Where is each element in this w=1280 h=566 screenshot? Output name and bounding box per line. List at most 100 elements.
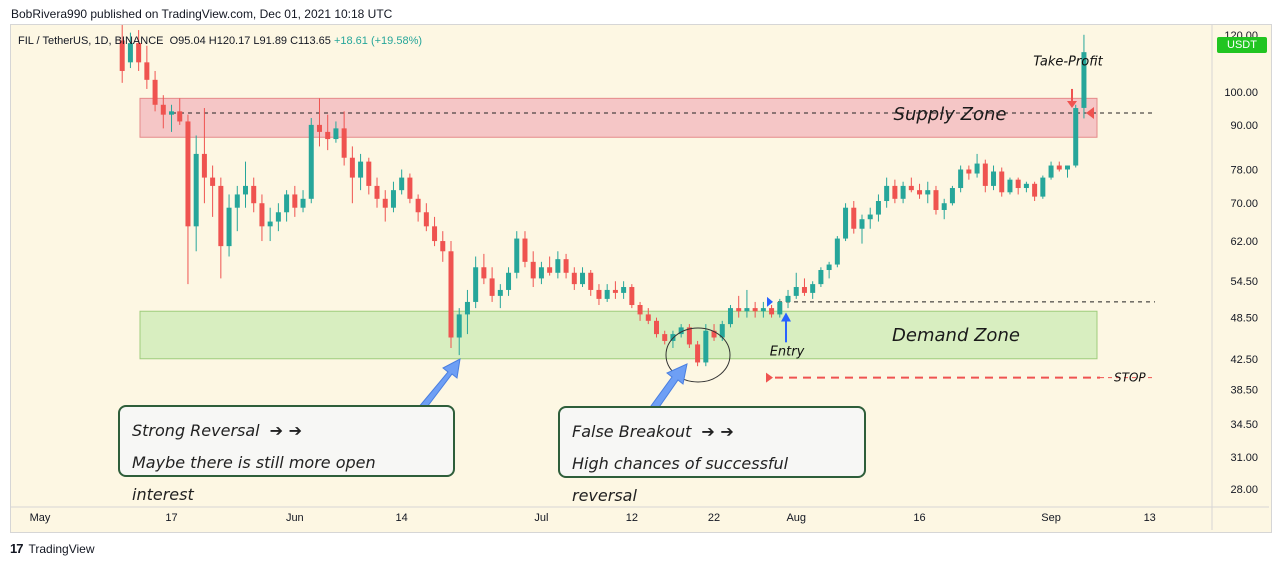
candle-body bbox=[966, 169, 972, 174]
candle-body bbox=[1015, 179, 1021, 189]
candle-body bbox=[119, 40, 125, 71]
candle-body bbox=[752, 308, 758, 312]
demand-zone-rect bbox=[139, 310, 1098, 360]
candle-body bbox=[571, 272, 577, 285]
y-tick-label: 34.50 bbox=[1230, 419, 1258, 431]
candle-body bbox=[703, 330, 709, 363]
candle-body bbox=[900, 185, 906, 199]
candle-body bbox=[1065, 165, 1070, 170]
y-tick-label: 31.00 bbox=[1230, 452, 1258, 464]
false-breakout-callout: False Breakout ➔ ➔ High chances of succes… bbox=[558, 406, 866, 505]
tradingview-logo-icon: 17 bbox=[10, 541, 24, 556]
candle-body bbox=[349, 157, 355, 178]
candle-body bbox=[785, 295, 791, 302]
candle-body bbox=[991, 171, 997, 186]
candle-body bbox=[234, 194, 240, 208]
candle-body bbox=[292, 194, 298, 208]
candle-body bbox=[432, 226, 438, 242]
candle-body bbox=[736, 308, 742, 312]
ticker-info: FIL / TetherUS, 1D, BINANCE O95.04 H120.… bbox=[18, 35, 422, 47]
candle-body bbox=[810, 284, 816, 293]
candle-body bbox=[169, 111, 175, 115]
candle-body bbox=[1073, 108, 1079, 166]
candle-body bbox=[522, 238, 528, 262]
y-tick-label: 62.00 bbox=[1230, 236, 1258, 248]
x-tick-label: 22 bbox=[708, 512, 720, 524]
candle-body bbox=[925, 190, 931, 195]
candle-body bbox=[243, 185, 248, 195]
candle-body bbox=[366, 161, 372, 186]
x-tick-label: 14 bbox=[396, 512, 408, 524]
candle-body bbox=[210, 177, 216, 186]
candle-body bbox=[530, 261, 536, 279]
candle-body bbox=[136, 43, 142, 63]
candle-body bbox=[612, 289, 618, 293]
arrow-right-icons: ➔ ➔ bbox=[269, 421, 303, 440]
candle-body bbox=[818, 270, 824, 285]
candle-body bbox=[547, 267, 553, 273]
y-tick-label: 48.50 bbox=[1230, 313, 1258, 325]
exit-marker-icon bbox=[1086, 106, 1094, 119]
false-breakout-circle bbox=[665, 327, 731, 383]
candle-body bbox=[859, 219, 865, 229]
x-tick-label: Aug bbox=[786, 512, 806, 524]
candle-body bbox=[826, 264, 832, 271]
candle-body bbox=[958, 169, 964, 189]
candle-body bbox=[489, 278, 495, 296]
candle-body bbox=[201, 153, 207, 178]
candle-body bbox=[251, 185, 257, 204]
x-tick-label: Sep bbox=[1041, 512, 1061, 524]
candle-body bbox=[867, 214, 873, 220]
y-tick-label: 90.00 bbox=[1230, 120, 1258, 132]
arrow-right-icons: ➔ ➔ bbox=[701, 422, 734, 441]
x-tick-label: Jun bbox=[286, 512, 304, 524]
candle-body bbox=[415, 198, 421, 213]
stop-marker-icon bbox=[766, 372, 773, 383]
x-tick-label: 17 bbox=[165, 512, 177, 524]
candle-body bbox=[308, 124, 314, 199]
candle-body bbox=[374, 185, 380, 199]
candle-body bbox=[686, 327, 692, 345]
candle-body bbox=[588, 272, 594, 290]
candle-body bbox=[908, 185, 914, 191]
candle-body bbox=[1048, 165, 1054, 178]
footer-brand[interactable]: 17 TradingView bbox=[10, 541, 95, 556]
candle-body bbox=[127, 43, 133, 63]
candle-body bbox=[358, 161, 364, 178]
candle-body bbox=[580, 272, 586, 285]
y-tick-label: 28.00 bbox=[1230, 484, 1258, 496]
candle-body bbox=[275, 212, 281, 222]
strong-reversal-body: Maybe there is still more open interest bbox=[132, 453, 376, 504]
candle-body bbox=[892, 185, 898, 199]
take-profit-arrowhead-icon bbox=[1067, 101, 1077, 109]
candle-body bbox=[423, 212, 429, 227]
candle-body bbox=[563, 259, 569, 273]
candle-body bbox=[982, 163, 988, 186]
entry-marker-icon bbox=[767, 296, 773, 307]
candle-body bbox=[226, 207, 232, 247]
strong-reversal-title: Strong Reversal bbox=[132, 421, 260, 440]
candle-body bbox=[875, 201, 881, 215]
x-tick-label: 12 bbox=[626, 512, 638, 524]
candle-body bbox=[555, 259, 561, 273]
candle-body bbox=[974, 163, 980, 174]
candle-body bbox=[621, 287, 627, 293]
y-tick-label: 42.50 bbox=[1230, 354, 1258, 366]
candle-body bbox=[843, 207, 849, 239]
candle-body bbox=[793, 287, 799, 296]
candle-body bbox=[177, 111, 183, 122]
candle-body bbox=[506, 272, 512, 290]
candle-body bbox=[637, 305, 643, 315]
ticker-symbol: FIL / TetherUS, 1D, BINANCE bbox=[18, 35, 164, 47]
y-tick-label: 78.00 bbox=[1230, 164, 1258, 176]
candle-body bbox=[719, 324, 725, 338]
candle-body bbox=[399, 177, 405, 191]
candle-body bbox=[695, 344, 701, 363]
false-breakout-title: False Breakout bbox=[572, 422, 692, 441]
ticker-change: +18.61 (+19.58%) bbox=[333, 35, 423, 47]
candle-body bbox=[259, 203, 265, 227]
candle-body bbox=[185, 121, 191, 227]
demand-zone-label: Demand Zone bbox=[892, 325, 1020, 346]
supply-zone-rect bbox=[139, 97, 1098, 138]
candle-body bbox=[727, 308, 733, 325]
